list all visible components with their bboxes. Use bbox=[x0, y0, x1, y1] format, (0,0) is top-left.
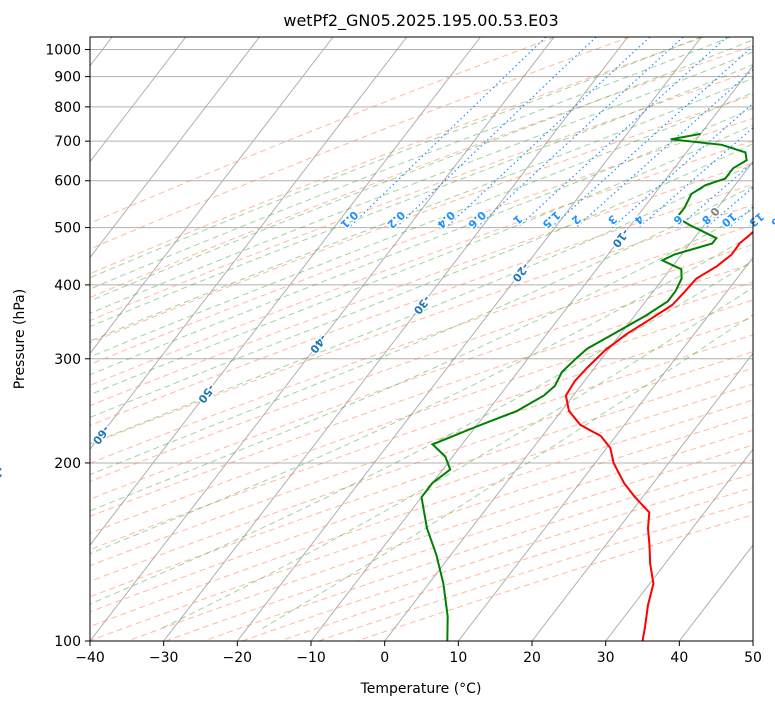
moist-adiabat bbox=[90, 234, 753, 555]
x-tick-label: 20 bbox=[523, 650, 541, 666]
isotherm-line bbox=[90, 37, 481, 546]
y-tick-label: 400 bbox=[54, 278, 81, 294]
y-tick-label: 1000 bbox=[45, 43, 81, 59]
isotherm-line bbox=[90, 37, 408, 451]
dry-adiabat bbox=[90, 334, 753, 567]
dry-adiabat bbox=[90, 162, 753, 407]
x-tick-label: 10 bbox=[449, 650, 467, 666]
moist-adiabat bbox=[160, 287, 753, 629]
dry-adiabat bbox=[90, 351, 753, 582]
profile-series bbox=[420, 132, 753, 641]
dry-adiabat bbox=[318, 500, 753, 641]
isotherm-line bbox=[384, 160, 753, 641]
y-tick-label: 300 bbox=[54, 352, 81, 368]
dry-adiabats bbox=[90, 37, 753, 641]
y-axis-label: Pressure (hPa) bbox=[12, 289, 28, 389]
isotherm-line bbox=[90, 37, 187, 163]
dry-adiabat bbox=[90, 94, 753, 344]
y-tick-label: 800 bbox=[54, 100, 81, 116]
mixing-ratio-line bbox=[756, 37, 775, 228]
x-tick-label: −30 bbox=[149, 650, 179, 666]
moist-adiabat bbox=[261, 314, 753, 629]
dewpoint-line bbox=[420, 132, 748, 641]
dry-adiabat bbox=[241, 473, 753, 641]
isotherm-line bbox=[531, 352, 753, 641]
isotherm-line bbox=[236, 37, 702, 641]
dry-adiabat bbox=[90, 37, 630, 250]
dry-adiabat bbox=[280, 487, 753, 641]
x-axis: −40 −30 −20 −10 0 10 20 30 40 50 bbox=[75, 641, 762, 666]
temperature-line bbox=[564, 230, 753, 641]
x-tick-label: −40 bbox=[75, 650, 105, 666]
plot-frame bbox=[89, 36, 754, 642]
moist-adiabat bbox=[90, 37, 732, 290]
mixing-ratio-lines bbox=[348, 37, 775, 229]
moist-adiabat bbox=[90, 107, 753, 376]
dry-adiabat bbox=[90, 224, 753, 464]
x-tick-label: −10 bbox=[296, 650, 326, 666]
mixing-ratio-line bbox=[575, 68, 753, 229]
moist-adiabat bbox=[90, 143, 753, 418]
dry-adiabat bbox=[90, 281, 753, 517]
isotherm-line bbox=[90, 37, 260, 259]
y-axis: 100 200 300 400 500 600 700 800 900 1000 bbox=[45, 43, 90, 650]
x-tick-label: 30 bbox=[597, 650, 615, 666]
x-axis-label: Temperature (°C) bbox=[360, 681, 482, 697]
isotherm-line bbox=[457, 256, 753, 641]
x-tick-label: −20 bbox=[223, 650, 253, 666]
dry-adiabat bbox=[90, 243, 753, 482]
mixing-ratio-line bbox=[348, 37, 547, 229]
moist-adiabat bbox=[90, 185, 753, 476]
gridlines bbox=[90, 37, 753, 641]
x-tick-label: 40 bbox=[670, 650, 688, 666]
dry-adiabat bbox=[90, 299, 753, 534]
chart-title: wetPf2_GN05.2025.195.00.53.E03 bbox=[283, 11, 558, 31]
isotherm-label: -70 bbox=[0, 464, 7, 488]
dry-adiabat bbox=[90, 367, 753, 598]
dry-adiabat bbox=[90, 183, 753, 426]
y-tick-label: 100 bbox=[54, 634, 81, 650]
dry-adiabat bbox=[90, 140, 753, 386]
x-tick-label: 50 bbox=[744, 650, 762, 666]
isotherm-line bbox=[90, 37, 334, 355]
y-tick-label: 600 bbox=[54, 174, 81, 190]
isotherm-line bbox=[90, 37, 555, 641]
y-tick-label: 500 bbox=[54, 221, 81, 237]
mixing-ratio-line bbox=[395, 37, 597, 229]
plot-border bbox=[89, 36, 754, 642]
isotherm-line bbox=[310, 64, 753, 641]
y-tick-label: 200 bbox=[54, 456, 81, 472]
mixing-ratio-line bbox=[445, 37, 651, 229]
moist-adiabat bbox=[90, 91, 753, 358]
isotherm-line bbox=[752, 640, 753, 641]
moist-adiabat bbox=[90, 39, 753, 302]
dry-adiabat bbox=[90, 45, 753, 299]
dry-adiabat bbox=[90, 37, 705, 275]
mixing-ratio-line bbox=[611, 102, 753, 229]
dry-adiabat bbox=[90, 317, 753, 551]
dry-adiabat bbox=[356, 514, 753, 641]
y-tick-label: 700 bbox=[54, 134, 81, 150]
isotherm-line bbox=[605, 448, 753, 641]
mixing-ratio-line bbox=[476, 37, 684, 229]
y-tick-label: 900 bbox=[54, 70, 81, 86]
dry-adiabat bbox=[90, 383, 753, 613]
dry-adiabat bbox=[90, 262, 753, 500]
dry-adiabat bbox=[90, 204, 753, 446]
dry-adiabat bbox=[90, 117, 753, 365]
x-tick-label: 0 bbox=[380, 650, 389, 666]
mixing-ratio-label: 16 bbox=[768, 210, 775, 230]
moist-adiabat bbox=[90, 64, 753, 328]
